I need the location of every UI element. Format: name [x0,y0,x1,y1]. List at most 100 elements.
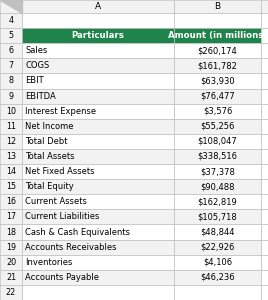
Text: Sales: Sales [25,46,47,55]
Text: Cash & Cash Equivalents: Cash & Cash Equivalents [25,227,130,236]
Bar [0,28,22,43]
Bar [261,255,268,270]
Bar [174,119,261,134]
Bar [261,224,268,240]
Text: Interest Expense: Interest Expense [25,107,96,116]
Text: 10: 10 [6,107,16,116]
Bar [261,88,268,104]
Text: B: B [214,2,221,11]
Bar [22,58,174,74]
Bar [261,179,268,194]
Bar [22,240,174,255]
Text: $55,256: $55,256 [200,122,235,131]
Bar [261,43,268,58]
Bar [174,0,261,13]
Bar [22,43,174,58]
Text: $105,718: $105,718 [198,212,237,221]
Bar [0,270,22,285]
Bar [22,285,174,300]
Bar [174,270,261,285]
Text: 15: 15 [6,182,16,191]
Text: 20: 20 [6,258,16,267]
Text: $37,378: $37,378 [200,167,235,176]
Bar [174,134,261,149]
Text: 9: 9 [8,92,14,100]
Text: EBITDA: EBITDA [25,92,56,100]
Bar [22,149,174,164]
Text: 21: 21 [6,273,16,282]
Bar [0,58,22,74]
Bar [174,103,261,119]
Bar [22,224,174,240]
Text: A: A [95,2,101,11]
Bar [22,28,174,43]
Bar [0,74,22,88]
Text: $48,844: $48,844 [200,227,235,236]
Text: $260,174: $260,174 [198,46,237,55]
Bar [22,194,174,209]
Bar [261,149,268,164]
Text: $338,516: $338,516 [198,152,237,161]
Bar [261,209,268,224]
Text: $161,782: $161,782 [198,61,237,70]
Bar [0,224,22,240]
Bar [22,88,174,104]
Bar [22,179,174,194]
Text: 18: 18 [6,227,16,236]
Text: EBIT: EBIT [25,76,44,85]
Bar [261,270,268,285]
Text: COGS: COGS [25,61,49,70]
Bar [261,194,268,209]
Bar [174,255,261,270]
Bar [22,119,174,134]
Bar [174,240,261,255]
Bar [261,58,268,74]
Text: Net Fixed Assets: Net Fixed Assets [25,167,95,176]
Text: 11: 11 [6,122,16,131]
Text: $108,047: $108,047 [198,137,237,146]
Bar [174,58,261,74]
Bar [22,13,174,28]
Bar [174,209,261,224]
Bar [0,134,22,149]
Text: $4,106: $4,106 [203,258,232,267]
Bar [261,164,268,179]
Bar [261,103,268,119]
Text: 22: 22 [6,288,16,297]
Bar [261,240,268,255]
Bar [261,0,268,13]
Bar [261,119,268,134]
Bar [0,43,22,58]
Text: $22,926: $22,926 [200,243,235,252]
Text: Current Liabilities: Current Liabilities [25,212,99,221]
Bar [174,28,261,43]
Bar [22,255,174,270]
Text: Particulars: Particulars [72,31,124,40]
Bar [0,194,22,209]
Bar [174,88,261,104]
Text: 17: 17 [6,212,16,221]
Text: $90,488: $90,488 [200,182,235,191]
Bar [174,164,261,179]
Bar [22,134,174,149]
Text: 14: 14 [6,167,16,176]
Bar [261,285,268,300]
Polygon shape [0,0,22,13]
Bar [174,13,261,28]
Bar [174,149,261,164]
Bar [22,74,174,88]
Bar [261,28,268,43]
Text: Accounts Receivables: Accounts Receivables [25,243,117,252]
Bar [22,270,174,285]
Text: $76,477: $76,477 [200,92,235,100]
Bar [0,103,22,119]
Bar [261,13,268,28]
Text: $46,236: $46,236 [200,273,235,282]
Bar [0,285,22,300]
Bar [0,240,22,255]
Text: Accounts Payable: Accounts Payable [25,273,99,282]
Text: Amount (in millions): Amount (in millions) [168,31,267,40]
Bar [0,179,22,194]
Bar [22,209,174,224]
Bar [174,74,261,88]
